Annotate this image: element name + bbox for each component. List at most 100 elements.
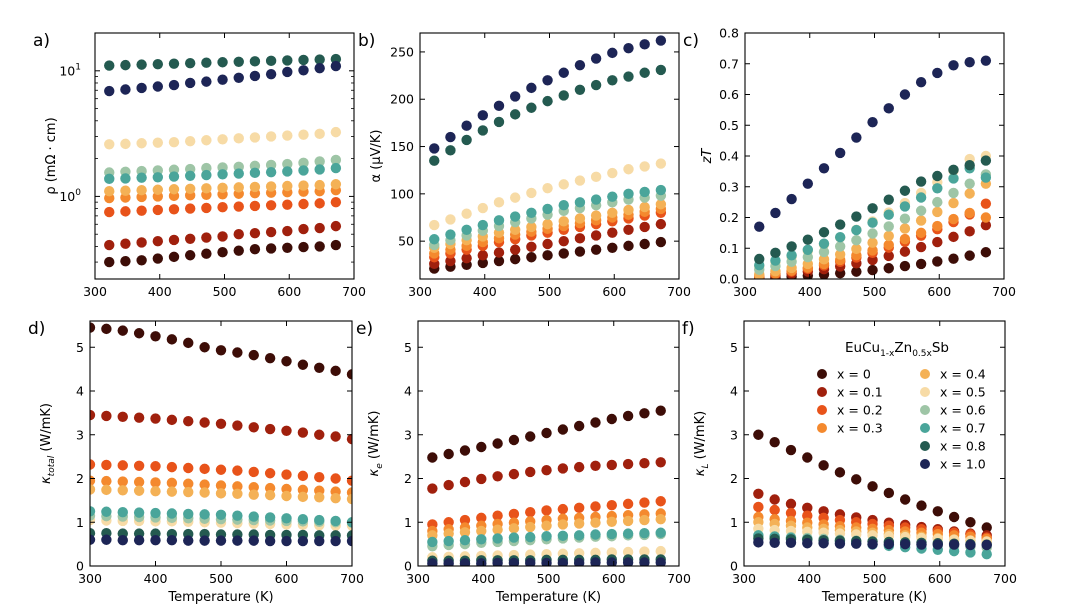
- point-e-s9-1: [443, 558, 454, 566]
- xtick-label-b-4: 700: [667, 284, 691, 299]
- point-c-s9-9: [899, 89, 911, 100]
- point-a-s4-6: [201, 183, 212, 194]
- point-d-s9-16: [346, 535, 352, 547]
- point-e-s1-11: [606, 459, 617, 471]
- point-c-s8-2: [786, 241, 797, 252]
- point-d-s1-10: [248, 422, 259, 433]
- point-b-s8-0: [429, 155, 440, 166]
- point-a-s7-8: [233, 168, 244, 179]
- point-d-s4-12: [281, 490, 292, 502]
- point-a-s4-4: [168, 184, 180, 195]
- point-e-s1-13: [639, 457, 650, 469]
- point-d-s9-11: [264, 535, 276, 547]
- point-b-s4-9: [574, 213, 586, 224]
- point-a-s0-14: [330, 239, 342, 251]
- point-a-s9-14: [330, 60, 342, 72]
- point-a-s5-0: [104, 139, 115, 150]
- ytick-label-c-6: 0.6: [719, 87, 739, 102]
- point-e-s9-14: [655, 557, 666, 566]
- point-f-s0-2: [785, 444, 797, 456]
- point-a-s9-0: [104, 85, 115, 97]
- point-c-s6-8: [883, 221, 894, 232]
- point-d-s0-3: [133, 328, 145, 339]
- point-e-s5-14: [655, 545, 666, 557]
- point-b-s8-13: [639, 67, 650, 78]
- point-a-s0-8: [233, 245, 244, 256]
- point-a-s5-13: [314, 128, 325, 140]
- point-d-s0-8: [215, 345, 227, 356]
- point-d-s7-10: [248, 511, 259, 522]
- legend-marker-0.1: [817, 387, 827, 397]
- point-b-s8-14: [655, 64, 667, 76]
- point-d-s2-6: [183, 462, 194, 474]
- point-a-s6-10: [265, 159, 277, 171]
- xtick-label-f-0: 300: [732, 571, 756, 586]
- point-a-s1-4: [168, 234, 180, 246]
- point-d-s7-13: [297, 513, 309, 525]
- point-f-s9-5: [834, 538, 846, 549]
- point-c-s3-12: [948, 213, 959, 225]
- point-d-s2-5: [166, 461, 178, 473]
- point-f-s9-3: [802, 538, 813, 549]
- point-f-s9-10: [916, 539, 927, 550]
- point-d-s1-8: [215, 418, 227, 430]
- legend-label-0.3: x = 0.3: [837, 421, 883, 436]
- point-b-s1-9: [574, 233, 586, 244]
- xtick-label-b-3: 600: [602, 284, 626, 299]
- point-e-s0-6: [525, 431, 536, 442]
- xtick-label-c-2: 500: [863, 284, 887, 299]
- point-c-s9-2: [786, 193, 797, 205]
- point-c-s3-14: [980, 212, 992, 223]
- point-c-s4-7: [867, 237, 878, 248]
- point-d-s4-4: [150, 485, 161, 497]
- point-e-s4-5: [508, 523, 520, 534]
- point-b-s0-9: [574, 246, 586, 257]
- point-a-s1-0: [104, 239, 115, 251]
- point-a-s4-2: [136, 185, 147, 196]
- point-d-s2-14: [314, 471, 325, 483]
- xtick-label-a-2: 500: [213, 284, 237, 299]
- xtick-label-b-2: 500: [538, 284, 562, 299]
- point-a-s2-14: [330, 196, 342, 208]
- legend-marker-0.4: [920, 369, 930, 379]
- point-d-s3-3: [133, 476, 145, 488]
- xtick-label-e-1: 400: [471, 571, 495, 586]
- ytick-label-b-0: 50: [398, 234, 414, 249]
- point-d-s3-4: [150, 477, 161, 488]
- point-a-s0-1: [120, 255, 131, 267]
- point-c-s3-9: [899, 233, 911, 245]
- point-a-s7-2: [136, 172, 147, 183]
- point-b-s1-7: [542, 238, 553, 250]
- point-e-s0-8: [557, 424, 569, 435]
- point-a-s8-2: [136, 59, 147, 70]
- point-e-s0-9: [573, 420, 585, 432]
- point-f-s2-0: [753, 501, 764, 513]
- point-e-s4-14: [655, 513, 666, 525]
- point-e-s0-1: [443, 448, 454, 460]
- point-f-s9-9: [899, 538, 911, 550]
- point-a-s9-7: [217, 74, 228, 85]
- ytick-label-c-3: 0.3: [719, 179, 739, 194]
- point-c-s8-0: [754, 253, 765, 265]
- point-d-s0-16: [346, 369, 352, 380]
- point-c-s9-7: [867, 116, 878, 128]
- point-c-s4-10: [915, 215, 927, 226]
- point-a-s5-9: [249, 132, 261, 143]
- point-d-s1-7: [199, 417, 210, 428]
- point-c-s7-5: [834, 231, 846, 243]
- point-e-s7-8: [557, 530, 569, 542]
- point-e-s2-11: [606, 499, 617, 511]
- point-b-s1-10: [590, 230, 602, 241]
- point-f-s1-0: [753, 488, 764, 500]
- point-a-s1-12: [298, 223, 309, 235]
- point-e-s9-0: [427, 558, 438, 566]
- point-c-s1-12: [948, 231, 959, 243]
- point-b-s0-6: [526, 252, 537, 263]
- point-e-s1-12: [622, 458, 634, 470]
- ylabel-a: ρ (mΩ · cm): [44, 117, 59, 194]
- ytick-label-f-0: 0: [730, 559, 738, 574]
- point-e-s7-4: [492, 533, 503, 544]
- point-b-s5-2: [461, 208, 472, 219]
- point-b-s8-3: [477, 125, 489, 136]
